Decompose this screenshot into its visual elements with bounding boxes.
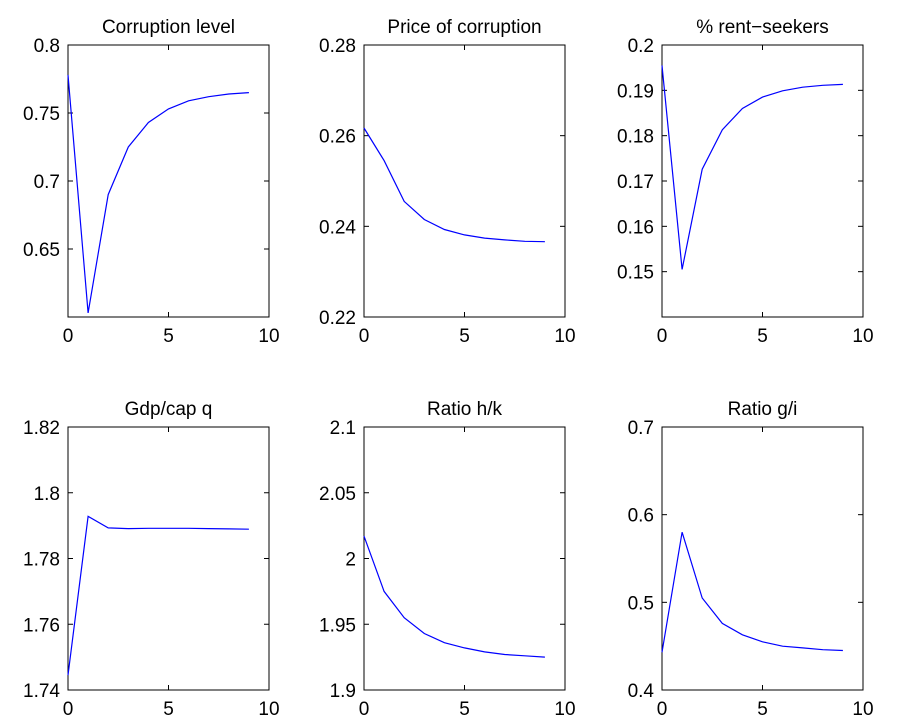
x-tick-label: 5 — [459, 699, 470, 720]
y-tick-label: 2.1 — [330, 418, 356, 439]
x-tick-label: 10 — [554, 699, 575, 720]
y-tick-label: 0.65 — [23, 240, 60, 261]
y-tick-label: 0.8 — [34, 36, 60, 57]
y-tick-label: 1.82 — [23, 418, 60, 439]
x-tick-label: 5 — [459, 326, 470, 347]
x-tick-label: 5 — [757, 326, 768, 347]
y-tick-label: 0.28 — [319, 36, 356, 57]
y-tick-label: 0.18 — [617, 127, 654, 148]
x-tick-label: 0 — [63, 699, 74, 720]
axes-frame — [68, 45, 269, 317]
y-tick-label: 0.16 — [617, 217, 654, 238]
subplot-4: Gdp/cap q 0 5 10 1.74 1.76 1.78 1.8 1.82 — [23, 399, 280, 720]
x-tick-label: 10 — [852, 326, 873, 347]
y-tick-label: 1.9 — [330, 681, 356, 702]
y-tick-label: 0.15 — [617, 263, 654, 284]
series-line — [364, 128, 545, 242]
x-tick-label: 0 — [657, 326, 668, 347]
y-tick-label: 0.26 — [319, 127, 356, 148]
y-tick-label: 2.05 — [319, 484, 356, 505]
subplot-title: Price of corruption — [387, 17, 541, 38]
subplot-title: % rent−seekers — [696, 17, 829, 38]
x-tick-label: 5 — [163, 699, 174, 720]
subplot-3: % rent−seekers 0 5 10 0.15 0.16 0.17 0.18 0.19 0.… — [617, 17, 874, 347]
axes-frame — [662, 45, 863, 317]
subplot-title: Ratio g/i — [728, 399, 798, 420]
series-line — [662, 65, 843, 269]
y-tick-label: 1.8 — [34, 484, 60, 505]
subplot-title: Corruption level — [102, 17, 235, 38]
y-tick-label: 2 — [345, 550, 356, 571]
subplot-title: Gdp/cap q — [125, 399, 213, 420]
y-tick-label: 0.4 — [628, 681, 655, 702]
y-tick-label: 1.76 — [23, 615, 60, 636]
x-tick-label: 10 — [258, 699, 279, 720]
x-tick-label: 5 — [757, 699, 768, 720]
x-tick-label: 0 — [63, 326, 74, 347]
x-tick-label: 0 — [359, 326, 370, 347]
axes-frame — [364, 427, 565, 690]
series-line — [68, 516, 249, 675]
axes-frame — [68, 427, 269, 690]
y-tick-label: 0.75 — [23, 104, 60, 125]
subplot-title: Ratio h/k — [427, 399, 502, 420]
subplot-5: Ratio h/k 0 5 10 1.9 1.95 2 2.05 2.1 — [319, 399, 576, 720]
series-line — [662, 532, 843, 652]
y-tick-label: 0.2 — [628, 36, 654, 57]
y-tick-label: 0.5 — [628, 593, 654, 614]
subplot-1: Corruption level 0 5 10 0.65 0.7 0.75 0.8 — [23, 17, 280, 347]
series-line — [68, 75, 249, 313]
y-tick-label: 0.22 — [319, 308, 356, 329]
y-tick-label: 1.78 — [23, 550, 60, 571]
y-tick-label: 0.7 — [34, 172, 60, 193]
y-tick-label: 0.7 — [628, 418, 654, 439]
y-tick-label: 0.17 — [617, 172, 654, 193]
x-tick-label: 0 — [359, 699, 370, 720]
y-tick-label: 1.95 — [319, 615, 356, 636]
y-tick-label: 0.24 — [319, 217, 356, 238]
x-tick-label: 10 — [554, 326, 575, 347]
x-tick-label: 5 — [163, 326, 174, 347]
series-line — [364, 536, 545, 657]
x-tick-label: 0 — [657, 699, 668, 720]
y-tick-label: 1.74 — [23, 681, 60, 702]
subplot-2: Price of corruption 0 5 10 0.22 0.24 0.26 0.28 — [319, 17, 576, 347]
y-tick-label: 0.6 — [628, 506, 654, 527]
x-tick-label: 10 — [852, 699, 873, 720]
y-tick-label: 0.19 — [617, 81, 654, 102]
subplot-6: Ratio g/i 0 5 10 0.4 0.5 0.6 0.7 — [628, 399, 874, 720]
x-tick-label: 10 — [258, 326, 279, 347]
